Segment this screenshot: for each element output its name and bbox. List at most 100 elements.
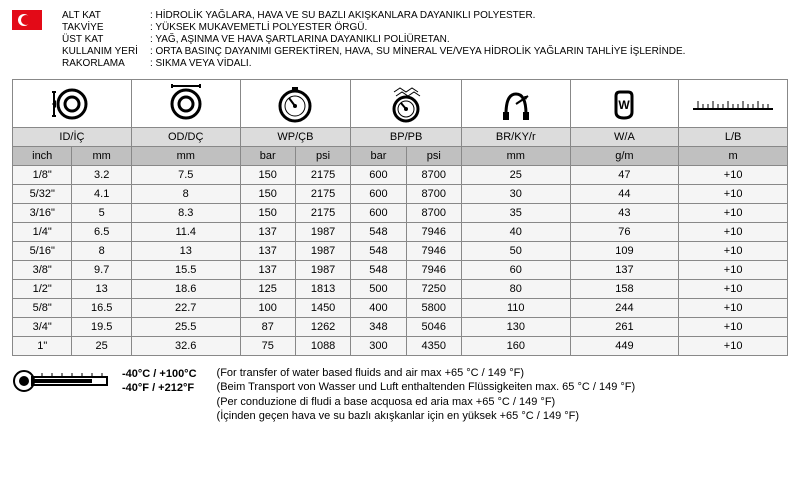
- spec-value: : YÜKSEK MUKAVEMETLİ POLYESTER ÖRGÜ.: [150, 22, 686, 33]
- table-cell: 19.5: [72, 318, 131, 337]
- column-unit: psi: [295, 147, 350, 166]
- table-cell: 5/32": [13, 185, 72, 204]
- column-unit: mm: [72, 147, 131, 166]
- table-cell: 2175: [295, 166, 350, 185]
- table-cell: 1/8": [13, 166, 72, 185]
- table-cell: 1/4": [13, 223, 72, 242]
- table-row: 1/8"3.27.5150217560087002547+10: [13, 166, 788, 185]
- table-cell: +10: [679, 299, 788, 318]
- table-cell: 449: [570, 337, 679, 356]
- table-cell: 2175: [295, 204, 350, 223]
- table-row: 5/16"8131371987548794650109+10: [13, 242, 788, 261]
- table-cell: +10: [679, 204, 788, 223]
- spec-label: RAKORLAMA: [62, 58, 138, 69]
- spec-label: KULLANIM YERİ: [62, 46, 138, 57]
- table-cell: 110: [461, 299, 570, 318]
- svg-text:W: W: [619, 98, 631, 112]
- table-cell: 1088: [295, 337, 350, 356]
- table-cell: 7250: [406, 280, 461, 299]
- column-header: ID/İÇ: [13, 128, 132, 147]
- spec-label: ALT KAT: [62, 10, 138, 21]
- notes-block: (For transfer of water based fluids and …: [217, 366, 636, 423]
- column-header: WP/ÇB: [240, 128, 351, 147]
- spec-value: : SIKMA VEYA VİDALI.: [150, 58, 686, 69]
- table-cell: 43: [570, 204, 679, 223]
- table-cell: 150: [240, 166, 295, 185]
- table-cell: 1/2": [13, 280, 72, 299]
- data-table: WID/İÇOD/DÇWP/ÇBBP/PBBR/KY/rW/AL/Binchmm…: [12, 79, 788, 356]
- table-cell: 13: [131, 242, 240, 261]
- table-cell: 160: [461, 337, 570, 356]
- table-cell: 500: [351, 280, 406, 299]
- column-unit: inch: [13, 147, 72, 166]
- column-unit: bar: [351, 147, 406, 166]
- column-icon: [461, 80, 570, 128]
- spec-label: ÜST KAT: [62, 34, 138, 45]
- column-icon: W: [570, 80, 679, 128]
- table-cell: +10: [679, 337, 788, 356]
- table-row: 3/4"19.525.58712623485046130261+10: [13, 318, 788, 337]
- column-header: OD/DÇ: [131, 128, 240, 147]
- column-header: BP/PB: [351, 128, 462, 147]
- column-unit: m: [679, 147, 788, 166]
- table-cell: 8: [72, 242, 131, 261]
- table-cell: 1": [13, 337, 72, 356]
- table-row: 3/16"58.3150217560087003543+10: [13, 204, 788, 223]
- table-cell: 548: [351, 261, 406, 280]
- table-cell: 3/4": [13, 318, 72, 337]
- table-cell: 100: [240, 299, 295, 318]
- column-header: W/A: [570, 128, 679, 147]
- table-cell: 548: [351, 242, 406, 261]
- table-cell: 25.5: [131, 318, 240, 337]
- table-cell: 137: [570, 261, 679, 280]
- table-cell: 40: [461, 223, 570, 242]
- table-cell: 3.2: [72, 166, 131, 185]
- table-cell: 75: [240, 337, 295, 356]
- footer-note: (Beim Transport von Wasser und Luft enth…: [217, 380, 636, 394]
- table-body: WID/İÇOD/DÇWP/ÇBBP/PBBR/KY/rW/AL/Binchmm…: [13, 80, 788, 356]
- table-cell: +10: [679, 223, 788, 242]
- table-row: 1/4"6.511.4137198754879464076+10: [13, 223, 788, 242]
- column-icon: [13, 80, 132, 128]
- table-cell: 7946: [406, 242, 461, 261]
- footer-note: (Per conduzione di fludi a base acquosa …: [217, 395, 636, 409]
- table-cell: 8.3: [131, 204, 240, 223]
- column-unit: bar: [240, 147, 295, 166]
- table-cell: 137: [240, 242, 295, 261]
- table-cell: 1987: [295, 223, 350, 242]
- column-header: L/B: [679, 128, 788, 147]
- table-cell: 76: [570, 223, 679, 242]
- table-cell: 11.4: [131, 223, 240, 242]
- table-cell: +10: [679, 318, 788, 337]
- table-cell: 400: [351, 299, 406, 318]
- column-icon: [131, 80, 240, 128]
- footer: -40°C / +100°C -40°F / +212°F (For trans…: [12, 366, 788, 423]
- table-cell: +10: [679, 185, 788, 204]
- spec-label: TAKVİYE: [62, 22, 138, 33]
- table-row: 3/8"9.715.51371987548794660137+10: [13, 261, 788, 280]
- column-icon: [240, 80, 351, 128]
- table-cell: 60: [461, 261, 570, 280]
- table-cell: 548: [351, 223, 406, 242]
- table-cell: 244: [570, 299, 679, 318]
- column-unit: g/m: [570, 147, 679, 166]
- table-cell: 261: [570, 318, 679, 337]
- table-cell: 25: [72, 337, 131, 356]
- table-cell: 8: [131, 185, 240, 204]
- table-cell: +10: [679, 261, 788, 280]
- spec-header: ALT KAT: HİDROLİK YAĞLARA, HAVA VE SU BA…: [12, 10, 788, 69]
- table-cell: 8700: [406, 204, 461, 223]
- table-cell: 80: [461, 280, 570, 299]
- table-cell: 16.5: [72, 299, 131, 318]
- table-cell: 5: [72, 204, 131, 223]
- table-cell: 3/8": [13, 261, 72, 280]
- column-icon: [351, 80, 462, 128]
- column-unit: mm: [131, 147, 240, 166]
- column-icon: [679, 80, 788, 128]
- table-cell: 150: [240, 204, 295, 223]
- table-cell: 22.7: [131, 299, 240, 318]
- spec-list: ALT KAT: HİDROLİK YAĞLARA, HAVA VE SU BA…: [62, 10, 685, 69]
- table-cell: +10: [679, 166, 788, 185]
- table-cell: 15.5: [131, 261, 240, 280]
- table-cell: 8700: [406, 185, 461, 204]
